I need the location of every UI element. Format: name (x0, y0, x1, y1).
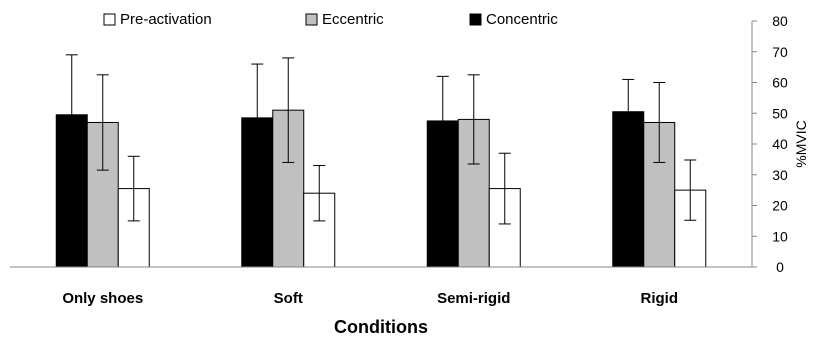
y-tick-label-80: 80 (772, 13, 788, 29)
legend-swatch-eccentric (305, 13, 318, 26)
legend-label-concentric: Concentric (486, 11, 558, 28)
category-label-rigid: Rigid (641, 290, 679, 307)
legend: Pre-activation Eccentric Concentric (103, 11, 558, 28)
legend-swatch-concentric (469, 13, 482, 26)
y-tick-label-10: 10 (772, 228, 788, 244)
y-tick-label-20: 20 (772, 198, 788, 214)
category-label-semi-rigid: Semi-rigid (437, 290, 510, 307)
y-tick-label-50: 50 (772, 105, 788, 121)
legend-swatch-pre-activation (103, 13, 116, 26)
y-tick-label-70: 70 (772, 44, 788, 60)
y-tick-label-40: 40 (772, 136, 788, 152)
legend-label-pre-activation: Pre-activation (120, 11, 212, 28)
category-labels: Only shoes Soft Semi-rigid Rigid (62, 290, 678, 307)
y-axis-ticks: 0 10 20 30 40 50 60 70 80 (752, 13, 788, 275)
y-tick-label-30: 30 (772, 167, 788, 183)
category-label-only-shoes: Only shoes (62, 290, 143, 307)
error-bars-group (65, 54, 697, 225)
x-axis-title: Conditions (334, 317, 428, 337)
category-label-soft: Soft (274, 290, 303, 307)
y-tick-label-0: 0 (776, 259, 784, 275)
y-axis-title: %MVIC (793, 120, 809, 167)
legend-label-eccentric: Eccentric (322, 11, 384, 28)
y-tick-label-60: 60 (772, 75, 788, 91)
bars-group (55, 109, 707, 268)
